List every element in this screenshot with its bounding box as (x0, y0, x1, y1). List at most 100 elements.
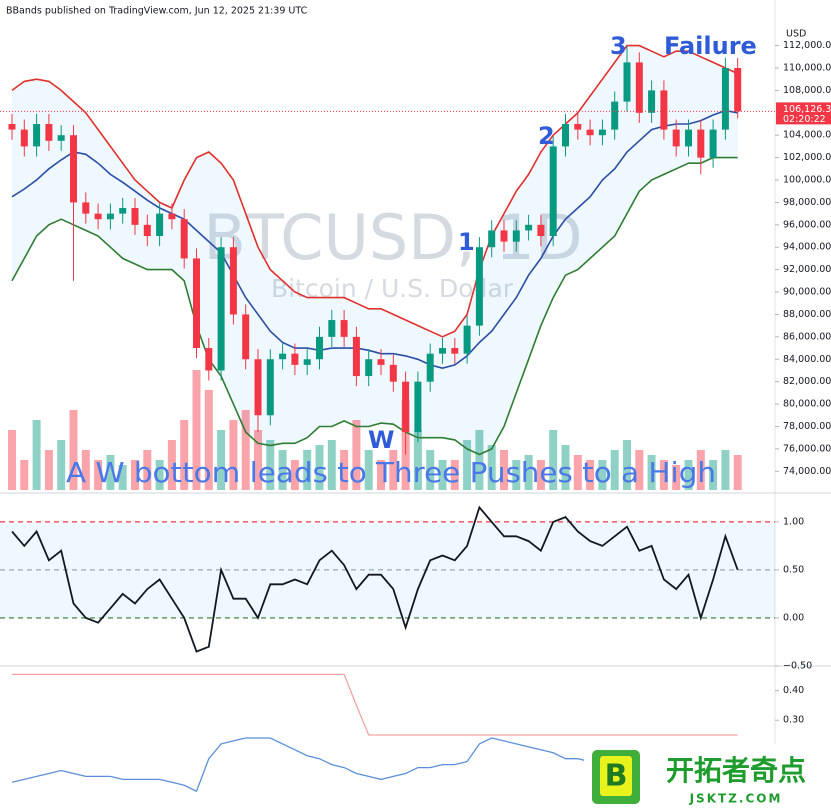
badge-name: 开拓者奇点 (666, 754, 806, 787)
candle-body (340, 320, 348, 337)
volume-bar (487, 445, 496, 490)
volume-bar (438, 460, 447, 490)
volume-bar (659, 460, 668, 490)
candle-body (734, 67, 742, 112)
y-tick-label: 96,000.00 (783, 219, 831, 230)
candle-body (709, 129, 717, 158)
candle-body (20, 129, 28, 147)
volume-bar (733, 455, 742, 490)
candle-body (94, 213, 102, 220)
candle-body (500, 230, 508, 242)
volume-bar (377, 460, 385, 490)
volume-bar (118, 465, 127, 490)
candle-body (242, 314, 250, 360)
candle-body (45, 124, 53, 141)
volume-bar (131, 460, 139, 490)
volume-bar (106, 455, 115, 490)
candle-body (623, 62, 631, 102)
volume-bar (254, 430, 262, 490)
annotation-caption: A W bottom leads to Three Pushes to a Hi… (66, 456, 716, 489)
y-tick-label: 102,000.00 (783, 152, 831, 163)
volume-bar (647, 455, 656, 490)
y-tick-label: 108,000.00 (783, 85, 831, 96)
volume-bar (143, 450, 152, 490)
volume-bar (672, 465, 681, 490)
volume-bar (241, 410, 250, 490)
candle-body (439, 348, 446, 354)
candle-body (611, 101, 619, 130)
volume-bar (94, 460, 103, 490)
band-middle (11, 109, 738, 370)
candle-body (562, 124, 569, 147)
volume-bar (204, 390, 213, 490)
volume-bar (32, 420, 41, 490)
candle-body (316, 336, 323, 360)
y-tick-label: 0.00 (783, 612, 804, 623)
candle-body (119, 208, 127, 214)
candle-body (352, 336, 360, 377)
volume-bar (278, 450, 287, 490)
annotation: Failure (664, 32, 757, 60)
candle-body (70, 135, 77, 203)
y-tick-label: 82,000.00 (783, 376, 831, 387)
annotation: 1 (458, 228, 475, 256)
candle-body (537, 224, 545, 237)
y-tick-label: 78,000.00 (783, 421, 831, 432)
volume-bar (536, 460, 545, 490)
volume-bar (586, 460, 595, 490)
candle-body (512, 230, 520, 242)
volume-bar (684, 460, 693, 490)
currency: USD (786, 29, 806, 40)
y-tick-label: 80,000.00 (783, 399, 831, 410)
candle-body (685, 129, 692, 147)
indicator-line (12, 673, 738, 736)
volume-bar (561, 445, 570, 490)
candle-body (648, 90, 656, 113)
volume-bar (340, 450, 349, 490)
candle-body (57, 135, 65, 141)
volume-bar (364, 450, 373, 490)
volume-bar (389, 450, 398, 490)
candle-body (33, 124, 41, 147)
y-tick-label: 0.30 (783, 715, 804, 726)
volume-bar (44, 450, 53, 490)
volume-bar (167, 440, 176, 490)
volume-bar (573, 455, 582, 490)
candle-body (193, 258, 200, 349)
candle-body (672, 129, 680, 147)
candle-body (721, 67, 729, 130)
candle-body (229, 247, 237, 315)
candle-body (574, 124, 582, 130)
candle-body (377, 359, 385, 365)
candle-body (402, 381, 410, 433)
y-tick-label: 84,000.00 (783, 354, 831, 365)
candle-body (414, 381, 422, 433)
countdown: 02:20:22 (783, 114, 826, 125)
candle-body (205, 348, 213, 371)
candle-body (463, 325, 471, 354)
volume-bar (696, 450, 705, 490)
volume-bar (413, 430, 422, 490)
last-price-box (776, 102, 831, 125)
candle-body (8, 124, 16, 130)
candle-body (660, 90, 668, 130)
candle-body (143, 224, 151, 237)
volume-bar (463, 440, 472, 490)
volume-bar (426, 450, 435, 490)
y-tick-label: 104,000.00 (783, 130, 831, 141)
volume-bar (266, 440, 275, 490)
volume-bar (20, 460, 29, 490)
annotation: 3 (610, 32, 627, 60)
badge-site: JSKTZ.COM (689, 792, 783, 806)
volume-bar (303, 450, 312, 490)
y-tick-label: 110,000.00 (783, 62, 831, 73)
candle-body (475, 247, 483, 326)
candle-body (488, 230, 496, 248)
candle-body (525, 224, 533, 231)
candle-body (217, 247, 225, 371)
candle-body (131, 208, 139, 225)
candle-body (279, 353, 287, 360)
volume-bar (192, 370, 201, 490)
volume-bar (635, 450, 644, 490)
